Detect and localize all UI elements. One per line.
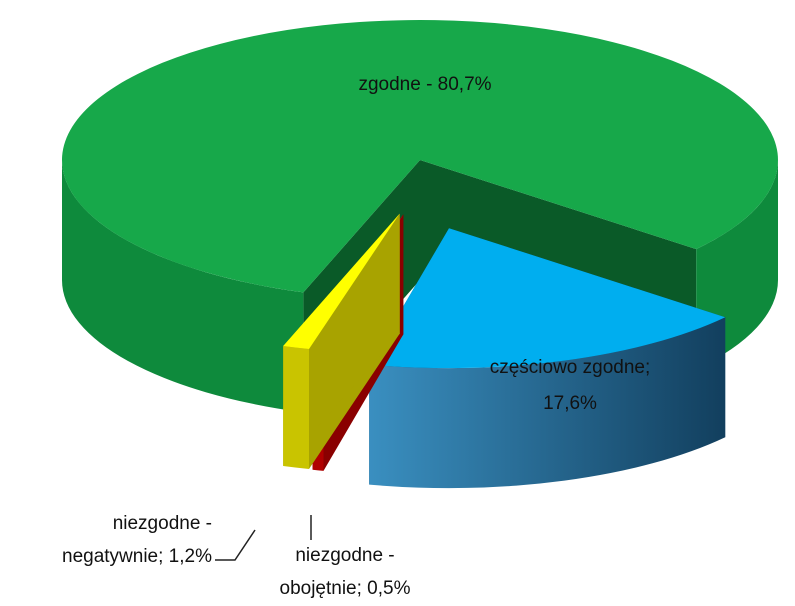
slice bbox=[283, 213, 400, 469]
slice-side bbox=[283, 213, 400, 466]
slice-top bbox=[369, 228, 726, 369]
data-label: obojętnie; 0,5% bbox=[280, 578, 411, 599]
labels: zgodne - 80,7% częściowo zgodne; 17,6% niez… bbox=[62, 74, 650, 599]
data-label: niezgodne - bbox=[113, 513, 212, 534]
slice-wall bbox=[369, 317, 726, 489]
data-label: 17,6% bbox=[543, 393, 597, 414]
data-label: zgodne - 80,7% bbox=[358, 74, 491, 95]
leader-line bbox=[215, 529, 256, 561]
slice-top bbox=[61, 20, 778, 293]
slice bbox=[369, 228, 726, 489]
data-label: niezgodne - bbox=[295, 545, 394, 566]
data-label: częściowo zgodne; bbox=[490, 357, 651, 378]
slice-wall bbox=[283, 346, 309, 469]
data-label: negatywnie; 1,2% bbox=[62, 546, 212, 567]
slice-top bbox=[283, 213, 400, 349]
pie bbox=[61, 20, 778, 489]
slice-wall bbox=[61, 160, 304, 413]
